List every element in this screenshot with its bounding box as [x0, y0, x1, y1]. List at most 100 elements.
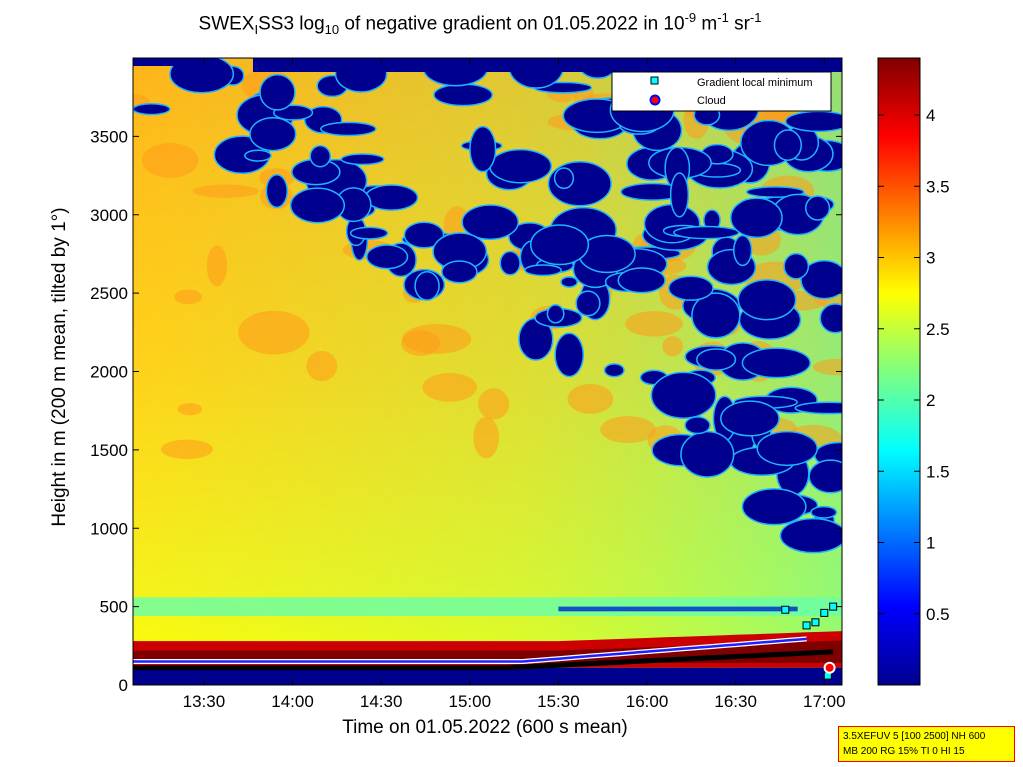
legend-box	[611, 71, 832, 112]
y-tick-label: 2500	[90, 284, 128, 303]
gradient-minimum-line	[133, 649, 834, 671]
heatmap-void	[403, 221, 445, 249]
colorbar-tick-label: 3	[926, 249, 935, 268]
y-tick-label: 3500	[90, 127, 128, 146]
heatmap-void	[340, 153, 385, 166]
heatmap-patch	[473, 416, 500, 459]
heatmap-void	[733, 234, 753, 267]
heatmap-void	[773, 129, 802, 161]
x-axis-label: Time on 01.05.2022 (600 s mean)	[342, 717, 628, 738]
heatmap-void	[433, 83, 494, 107]
band-500m-void	[558, 606, 798, 612]
heatmap-void	[469, 125, 497, 173]
x-tick-label: 14:30	[360, 692, 403, 711]
x-tick-label: 14:00	[271, 692, 314, 711]
gradient-min-marker	[781, 605, 790, 614]
heatmap-void	[720, 400, 780, 437]
heatmap-void	[489, 148, 553, 184]
heatmap-void	[169, 58, 235, 94]
heatmap-patch	[401, 330, 441, 356]
heatmap-patch	[662, 336, 683, 357]
heatmap-void	[603, 363, 625, 378]
boundary-layer-bands	[133, 597, 842, 685]
x-tick-label: 15:00	[449, 692, 492, 711]
heatmap-patch	[174, 289, 203, 305]
y-tick-label: 2000	[90, 363, 128, 382]
heatmap-void	[414, 270, 440, 301]
heatmap-patch	[192, 184, 259, 198]
heatmap-void	[259, 73, 296, 111]
legend-entry-gradient-min: Gradient local minimum	[697, 77, 813, 89]
gradient-min-marker	[811, 618, 820, 627]
heatmap-void	[741, 347, 811, 379]
heatmap-patch	[422, 373, 477, 402]
heatmap-void	[691, 292, 741, 339]
heatmap-void	[499, 250, 521, 276]
colorbar-ticks: 0.5 1 1.5 2 2.5 3 3.5 4	[878, 106, 950, 624]
heatmap-void	[249, 116, 297, 152]
heatmap-patch	[306, 351, 338, 382]
y-tick-label: 1000	[90, 519, 128, 538]
heatmap-void	[575, 290, 601, 317]
heatmap-void	[696, 348, 737, 371]
heatmap-void	[553, 167, 575, 190]
heatmap-void	[349, 226, 389, 240]
heatmap-void	[524, 264, 562, 277]
heatmap-void	[667, 275, 714, 301]
heatmap-patch	[177, 403, 203, 416]
heatmap-void	[441, 260, 478, 284]
heatmap-void	[650, 371, 717, 420]
colorbar-tick-label: 2	[926, 391, 935, 410]
heatmap-void	[309, 145, 332, 168]
x-tick-label: 16:30	[714, 692, 757, 711]
y-axis-ticks: 0 500 1000 1500 2000 2500 3000 3500	[90, 127, 842, 695]
heatmap-void	[684, 416, 711, 435]
y-tick-label: 0	[119, 676, 128, 695]
x-tick-label: 13:30	[183, 692, 226, 711]
chart-title: SWEXISS3 log10 of negative gradient on 0…	[198, 10, 762, 38]
heatmap-void	[364, 184, 419, 211]
heatmap-void	[808, 459, 842, 494]
band-bottom	[133, 667, 842, 685]
info-line-1: 3.5XEFUV 5 [100 2500] NH 600	[843, 731, 986, 742]
legend-square-marker	[650, 76, 659, 85]
heatmap-void	[320, 121, 377, 137]
heatmap-void	[680, 430, 735, 478]
heatmap-void	[794, 401, 842, 415]
gradient-min-marker	[820, 608, 829, 617]
heatmap-void	[783, 252, 810, 280]
heatmap-void	[745, 186, 805, 198]
heatmap-void	[810, 505, 838, 519]
colorbar	[877, 57, 921, 686]
heatmap-void	[730, 197, 783, 239]
heatmap-void	[779, 517, 842, 554]
gradient-min-marker	[802, 621, 811, 630]
colorbar-tick-label: 0.5	[926, 605, 950, 624]
heatmap-void	[617, 267, 666, 294]
y-tick-label: 1500	[90, 441, 128, 460]
cloud-marker	[823, 661, 836, 674]
heatmap-void	[529, 224, 590, 266]
heatmap-patch	[625, 311, 683, 337]
heatmap-patch	[160, 439, 213, 459]
cloud-line	[133, 637, 807, 663]
legend: Gradient local minimum Cloud	[611, 71, 832, 112]
heatmap-top-void	[133, 58, 213, 66]
colorbar-tick-label: 3.5	[926, 177, 950, 196]
heatmap-void	[669, 172, 690, 218]
info-line-2: MB 200 RG 15% TI 0 HI 15	[843, 746, 965, 757]
heatmap-void	[265, 173, 288, 209]
heatmap-void	[560, 276, 579, 288]
heatmap-void	[244, 149, 272, 162]
y-tick-label: 500	[100, 598, 128, 617]
heatmap-patch	[812, 358, 842, 376]
heatmap-void	[741, 487, 807, 526]
heatmap-void	[289, 187, 346, 224]
heatmap-void	[673, 225, 740, 240]
heatmap-top-void	[253, 58, 842, 72]
heatmap-patch	[206, 245, 228, 287]
colorbar-tick-label: 2.5	[926, 320, 950, 339]
heatmap-patch	[567, 384, 614, 414]
heatmap-void	[737, 279, 797, 321]
